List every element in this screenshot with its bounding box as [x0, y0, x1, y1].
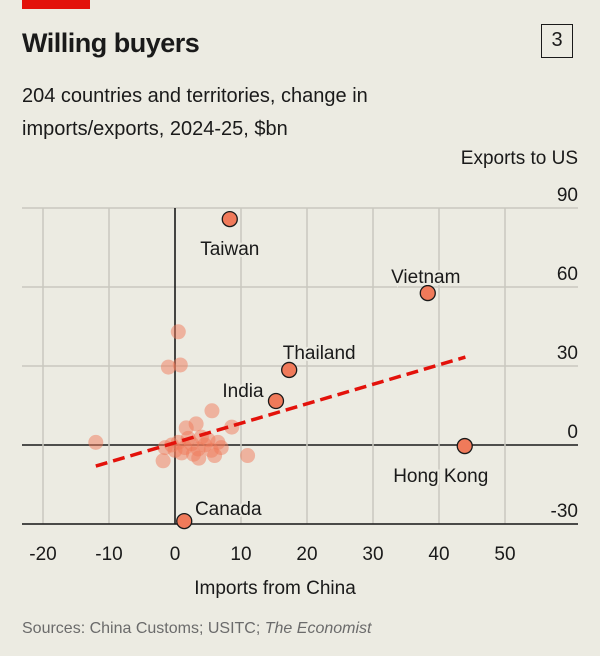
x-tick-label: 10	[230, 544, 251, 565]
x-tick-label: -20	[29, 544, 56, 565]
source-note: Sources: China Customs; USITC; The Econo…	[22, 620, 371, 638]
point-label: Hong Kong	[393, 466, 488, 487]
x-tick-label: 40	[428, 544, 449, 565]
scatter-point	[170, 324, 186, 340]
y-tick-label: -30	[551, 501, 578, 522]
point-label: Canada	[195, 499, 262, 520]
chart-number-badge: 3	[541, 24, 573, 58]
brand-bar	[22, 0, 90, 9]
scatter-point	[88, 434, 104, 450]
point-label: Vietnam	[391, 267, 460, 288]
point-label: India	[222, 381, 264, 402]
y-axis-label: Exports to US	[460, 148, 578, 169]
highlighted-point	[281, 361, 298, 379]
source-publisher: The Economist	[264, 620, 372, 637]
chart-subtitle: 204 countries and territories, change in…	[22, 85, 368, 140]
scatter-point	[167, 442, 183, 458]
scatter-point	[172, 357, 188, 373]
chart-title: Willing buyers	[22, 28, 200, 58]
highlighted-point	[221, 210, 238, 228]
highlighted-point	[267, 392, 285, 410]
scatter-point	[204, 403, 220, 419]
x-tick-label: 30	[362, 544, 383, 565]
scatter-point	[185, 446, 201, 462]
point-label: Thailand	[283, 343, 356, 364]
y-tick-label: 0	[567, 422, 578, 443]
y-tick-label: 90	[557, 185, 578, 206]
highlighted-point	[176, 512, 193, 530]
x-tick-label: 20	[296, 544, 317, 565]
x-tick-label: 50	[494, 544, 515, 565]
y-tick-label: 60	[557, 264, 578, 285]
x-tick-label: -10	[95, 544, 122, 565]
scatter-point	[160, 359, 176, 375]
highlighted-point	[419, 284, 436, 302]
scatter-point	[213, 440, 229, 456]
scatter-point	[155, 453, 171, 469]
x-axis-label: Imports from China	[194, 578, 356, 599]
point-label: Taiwan	[200, 239, 259, 260]
highlighted-point	[456, 437, 473, 455]
trend-line	[95, 355, 466, 468]
source-text: Sources: China Customs; USITC;	[22, 620, 265, 637]
scatter-point	[240, 448, 256, 464]
x-tick-label: 0	[170, 544, 181, 565]
scatter-point	[200, 432, 216, 448]
y-tick-label: 30	[557, 343, 578, 364]
